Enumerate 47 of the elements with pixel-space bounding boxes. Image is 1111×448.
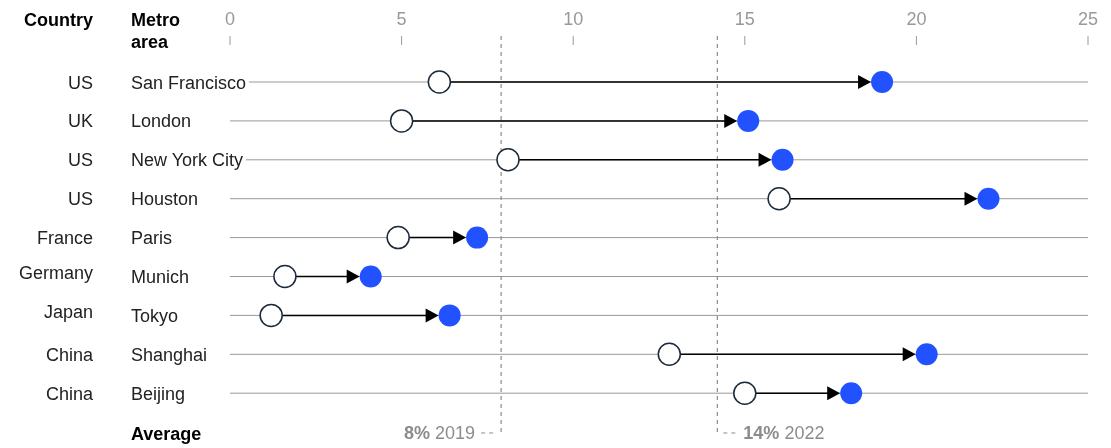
- point: [840, 382, 863, 405]
- y-tick-label: London: [131, 111, 192, 132]
- point: [259, 303, 283, 328]
- x-tick-label: 15: [734, 9, 755, 29]
- x-tick-label: 0: [224, 9, 236, 29]
- y2-tick-label: China: [45, 383, 94, 404]
- y-axis-title: Metro area: [131, 10, 180, 52]
- point: [737, 109, 760, 132]
- point: [767, 186, 791, 211]
- text: Average: [131, 424, 202, 444]
- x-tick-label: 25: [1077, 9, 1099, 29]
- y2-tick-label: Japan: [43, 301, 93, 322]
- y-tick-label: Houston: [131, 189, 199, 210]
- point: [273, 264, 297, 289]
- x-tick-label: 5: [396, 9, 407, 29]
- y2-tick-label: Germany: [18, 263, 93, 283]
- point: [389, 109, 414, 133]
- y-tick-label: New York City: [131, 150, 244, 171]
- y2-tick-label: France: [36, 228, 93, 249]
- y-tick-label: San Francisco: [131, 72, 247, 93]
- y-tick-label: Beijing: [131, 383, 186, 404]
- point: [386, 225, 410, 250]
- y2-tick-label: China: [45, 344, 94, 365]
- y-tick-label: Munich: [131, 267, 190, 287]
- y2-tick-label: US: [67, 150, 93, 171]
- point: [427, 70, 452, 94]
- ref-line-label: 8% 2019: [404, 423, 476, 443]
- ref-line-label: 14% 2022: [743, 423, 825, 443]
- y2-tick-label: US: [67, 72, 93, 93]
- y2-tick-label: US: [67, 189, 93, 210]
- x-tick-label: 20: [906, 9, 927, 29]
- y2-tick-label: UK: [67, 111, 93, 132]
- point: [359, 265, 382, 288]
- y-tick-label: Paris: [131, 228, 173, 249]
- point: [915, 343, 938, 366]
- point: [977, 187, 1000, 210]
- point: [733, 381, 757, 405]
- x-tick-label: 10: [563, 9, 584, 29]
- y-tick-label: Tokyo: [131, 305, 179, 326]
- point: [438, 304, 461, 327]
- point: [657, 342, 682, 367]
- point: [871, 71, 894, 93]
- point: [496, 148, 520, 172]
- y2-axis-title: Country: [24, 10, 93, 30]
- point: [771, 148, 794, 171]
- point: [466, 226, 489, 249]
- y-tick-label: Shanghai: [131, 344, 208, 365]
